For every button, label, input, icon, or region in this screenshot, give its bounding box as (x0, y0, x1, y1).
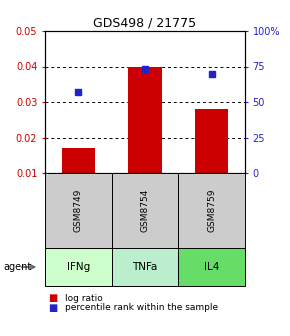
Text: IL4: IL4 (204, 262, 219, 272)
Bar (62, 148, 95, 173)
Title: GDS498 / 21775: GDS498 / 21775 (93, 17, 197, 30)
Text: GSM8754: GSM8754 (140, 189, 150, 232)
Bar (128, 67, 162, 173)
Text: ■: ■ (48, 303, 57, 313)
Text: IFNg: IFNg (67, 262, 90, 272)
Text: ■: ■ (48, 293, 57, 303)
Text: log ratio: log ratio (65, 294, 103, 303)
Text: GSM8749: GSM8749 (74, 189, 83, 232)
Text: agent: agent (3, 262, 31, 272)
Text: GSM8759: GSM8759 (207, 189, 216, 232)
Text: TNFa: TNFa (132, 262, 158, 272)
Text: percentile rank within the sample: percentile rank within the sample (65, 303, 218, 312)
Bar (195, 109, 228, 173)
